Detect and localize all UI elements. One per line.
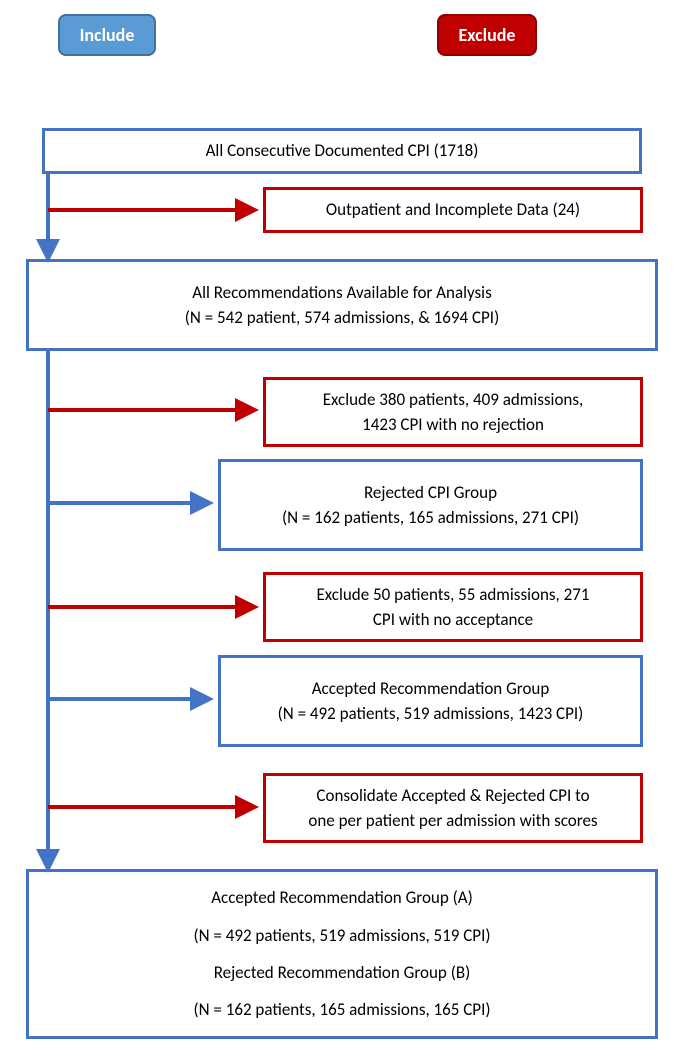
node-text: Accepted Recommendation Group (A) xyxy=(211,879,473,916)
node-text: Rejected Recommendation Group (B) xyxy=(214,954,471,991)
legend-exclude-label: Exclude xyxy=(459,24,516,46)
node-text: All Recommendations Available for Analys… xyxy=(192,280,492,306)
node-text: one per patient per admission with score… xyxy=(308,808,597,834)
node-outpatient-incomplete-exclude: Outpatient and Incomplete Data (24) xyxy=(263,187,643,233)
node-text: Rejected CPI Group xyxy=(364,480,497,506)
node-exclude-50-no-acceptance: Exclude 50 patients, 55 admissions, 271 … xyxy=(263,572,643,642)
node-consolidate-scores: Consolidate Accepted & Rejected CPI to o… xyxy=(263,773,643,843)
node-text: (N = 542 patient, 574 admissions, & 1694… xyxy=(185,305,499,331)
node-all-recommendations-available: All Recommendations Available for Analys… xyxy=(26,259,658,351)
node-text: (N = 162 patients, 165 admissions, 165 C… xyxy=(193,991,490,1028)
legend-exclude-badge: Exclude xyxy=(437,14,537,56)
node-text: (N = 492 patients, 519 admissions, 519 C… xyxy=(193,917,490,954)
node-text: Accepted Recommendation Group xyxy=(312,676,550,702)
legend-include-label: Include xyxy=(80,24,135,46)
node-exclude-380-no-rejection: Exclude 380 patients, 409 admissions, 14… xyxy=(263,377,643,447)
node-text: Exclude 380 patients, 409 admissions, xyxy=(323,387,584,413)
node-text: Exclude 50 patients, 55 admissions, 271 xyxy=(317,582,590,608)
node-text: Consolidate Accepted & Rejected CPI to xyxy=(316,783,589,809)
node-text: (N = 162 patients, 165 admissions, 271 C… xyxy=(282,505,579,531)
node-accepted-recommendation-group: Accepted Recommendation Group (N = 492 p… xyxy=(218,655,643,747)
node-text: (N = 492 patients, 519 admissions, 1423 … xyxy=(278,701,584,727)
node-all-consecutive-cpi: All Consecutive Documented CPI (1718) xyxy=(42,128,642,174)
node-final-groups-a-b: Accepted Recommendation Group (A) (N = 4… xyxy=(26,869,658,1039)
legend-include-badge: Include xyxy=(58,14,156,56)
node-text: CPI with no acceptance xyxy=(373,607,533,633)
node-text: Outpatient and Incomplete Data (24) xyxy=(326,197,580,223)
node-rejected-cpi-group: Rejected CPI Group (N = 162 patients, 16… xyxy=(218,459,643,551)
node-text: 1423 CPI with no rejection xyxy=(362,412,544,438)
node-text: All Consecutive Documented CPI (1718) xyxy=(206,138,479,164)
